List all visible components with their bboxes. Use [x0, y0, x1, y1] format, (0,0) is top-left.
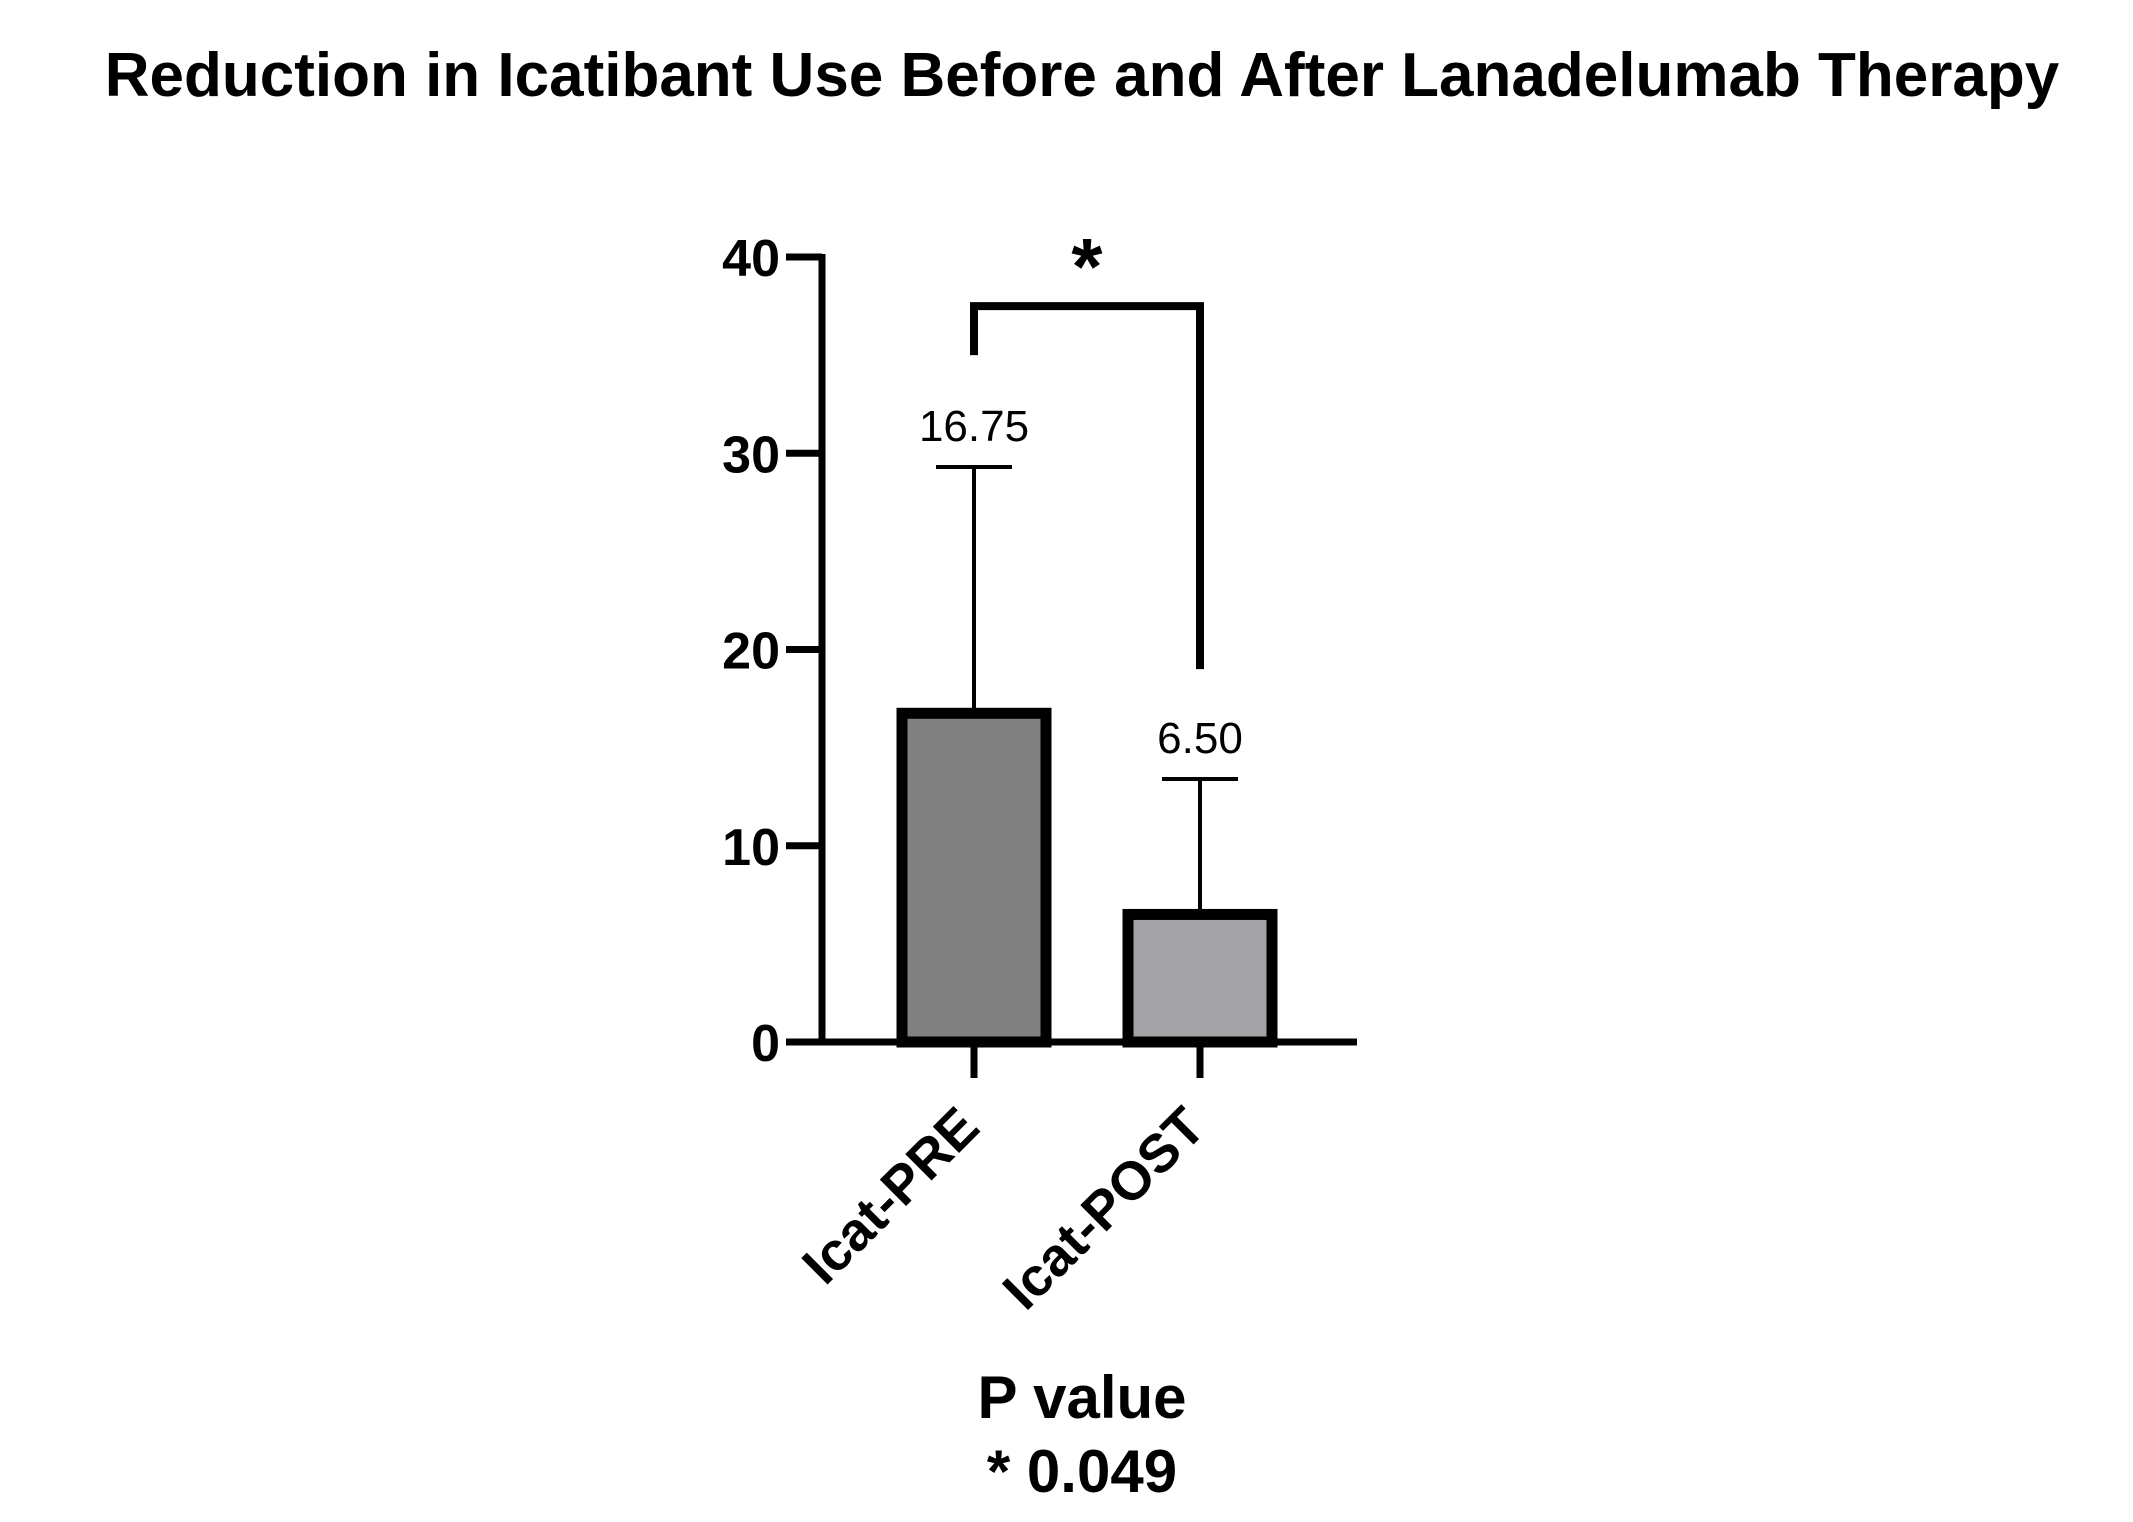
y-tick-label: 40: [722, 230, 780, 288]
significance-marker: *: [1071, 222, 1103, 311]
p-value-heading: P value: [977, 1364, 1186, 1431]
data-label: 16.75: [919, 402, 1029, 451]
bar: [1122, 908, 1278, 1048]
data-labels: 16.75 6.50: [919, 402, 1243, 763]
error-bars: [936, 464, 1238, 915]
bars: [896, 707, 1278, 1048]
x-category-label: Icat-POST: [992, 1096, 1217, 1321]
y-tick-label: 30: [722, 426, 780, 484]
chart-title: Reduction in Icatibant Use Before and Af…: [105, 41, 2060, 110]
x-category-label: Icat-PRE: [791, 1096, 990, 1295]
data-label: 6.50: [1157, 714, 1243, 763]
bar: [896, 707, 1052, 1048]
y-tick-label: 10: [722, 819, 780, 877]
category-labels: Icat-PRE Icat-POST: [791, 1096, 1216, 1321]
significance-bracket-line: [970, 302, 1204, 670]
y-tick-label: 20: [722, 623, 780, 681]
significance-bracket: *: [970, 222, 1204, 670]
p-value-text: * 0.049: [987, 1438, 1177, 1505]
y-tick-label: 0: [751, 1015, 780, 1073]
